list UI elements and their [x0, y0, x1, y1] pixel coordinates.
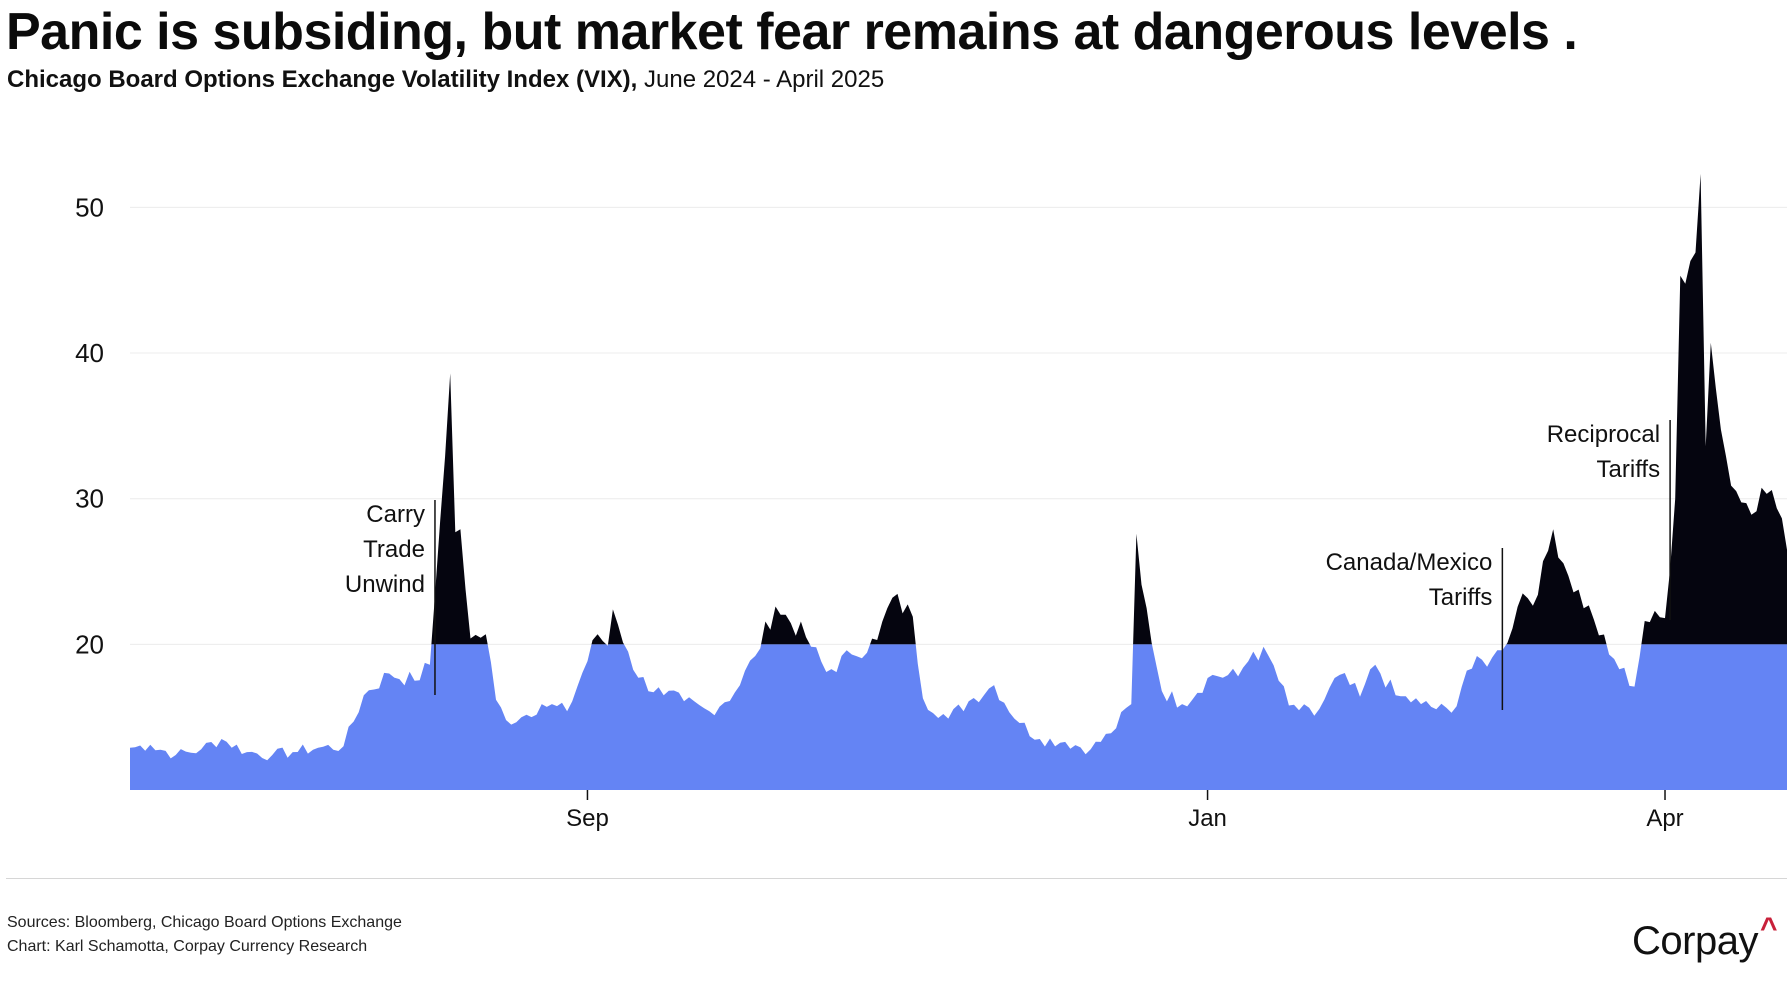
annotation-line: Trade [363, 536, 425, 563]
annotation-label: Reciprocal Tariffs [1547, 421, 1660, 483]
annotation-label: Carry Trade Unwind [345, 501, 425, 598]
x-tick-label: Jan [1188, 805, 1227, 832]
y-tick-label: 20 [75, 629, 104, 659]
footer-credit: Chart: Karl Schamotta, Corpay Currency R… [7, 938, 368, 955]
chart-subtitle: Chicago Board Options Exchange Volatilit… [7, 66, 884, 94]
x-tick-label: Sep [566, 805, 609, 832]
y-axis: 20 30 40 50 [75, 192, 104, 659]
y-tick-label: 50 [75, 192, 104, 222]
subtitle-index-name: Chicago Board Options Exchange Volatilit… [7, 66, 638, 93]
logo-caret-icon: ^ [1759, 912, 1778, 945]
annotation-line: Reciprocal [1547, 421, 1660, 448]
annotation-line: Tariffs [1597, 456, 1661, 483]
x-tick-label: Apr [1646, 805, 1683, 832]
annotation-label: Canada/Mexico Tariffs [1326, 549, 1493, 611]
vix-area-below-threshold [130, 644, 1787, 790]
logo-wordmark: Corpay [1632, 919, 1758, 963]
y-tick-label: 30 [75, 484, 104, 514]
annotation-line: Carry [366, 501, 425, 528]
annotation-line: Tariffs [1429, 584, 1493, 611]
vix-area-chart: 20 30 40 50 Sep Jan Apr Carry Trade Unwind Canad… [75, 173, 1787, 832]
annotation-line: Canada/Mexico [1326, 549, 1493, 576]
chart-title: Panic is subsiding, but market fear rema… [6, 3, 1578, 61]
corpay-logo: Corpay^ [1632, 912, 1777, 964]
footer-sources: Sources: Bloomberg, Chicago Board Option… [7, 914, 402, 931]
annotation-line: Unwind [345, 571, 425, 598]
footer-divider [6, 878, 1787, 879]
x-axis: Sep Jan Apr [566, 790, 1684, 832]
subtitle-date-range: June 2024 - April 2025 [637, 66, 885, 93]
y-tick-label: 40 [75, 338, 104, 368]
